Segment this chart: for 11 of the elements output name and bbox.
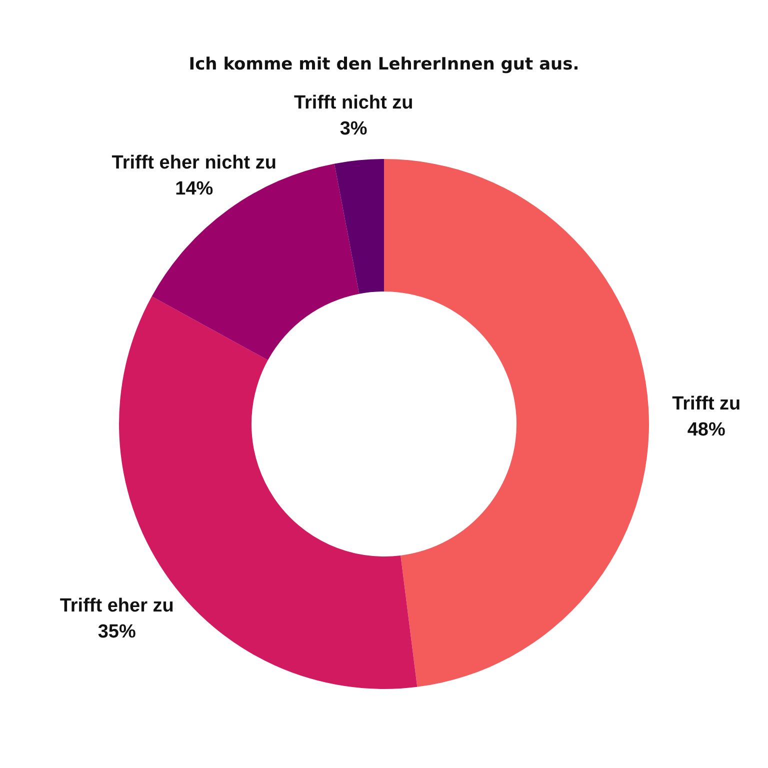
data-label: 14%	[175, 178, 214, 200]
donut-slice	[384, 159, 648, 687]
data-label: 48%	[687, 420, 726, 441]
data-label: 3%	[340, 118, 368, 140]
donut-slice	[334, 159, 384, 294]
slice-label: Trifft eher zu	[60, 596, 174, 617]
slice-label: Trifft zu	[672, 394, 741, 415]
slice-label: Trifft eher nicht zu	[112, 152, 276, 174]
data-label: 35%	[98, 622, 136, 643]
chart-title: Ich komme mit den LehrerInnen gut aus.	[188, 54, 580, 74]
slice-label: Trifft nicht zu	[294, 92, 414, 114]
